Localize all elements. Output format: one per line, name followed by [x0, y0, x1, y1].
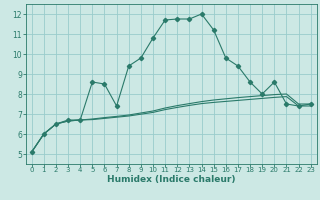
X-axis label: Humidex (Indice chaleur): Humidex (Indice chaleur): [107, 175, 236, 184]
